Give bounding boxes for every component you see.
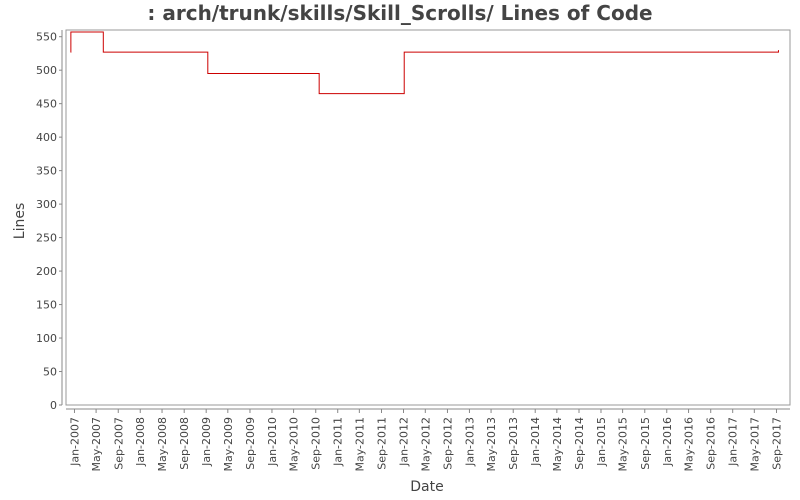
y-tick-label: 550	[36, 31, 57, 44]
y-tick-label: 400	[36, 131, 57, 144]
y-tick-label: 100	[36, 332, 57, 345]
series-line	[70, 31, 779, 95]
y-tick-label: 200	[36, 265, 57, 278]
x-tick-label: Sep-2011	[376, 417, 389, 470]
x-tick-label: Sep-2015	[639, 417, 652, 470]
x-tick-label: Jan-2014	[529, 417, 542, 467]
x-tick-label: May-2007	[90, 417, 103, 472]
x-tick-label: Sep-2007	[112, 417, 125, 470]
x-tick-label: Jan-2012	[397, 417, 410, 467]
x-tick-label: May-2009	[222, 417, 235, 472]
y-axis-label: Lines	[12, 203, 28, 239]
x-tick-label: Sep-2009	[244, 417, 257, 470]
x-tick-label: Jan-2017	[727, 417, 740, 467]
x-tick-label: Sep-2012	[441, 417, 454, 470]
x-tick-label: Jan-2010	[266, 417, 279, 467]
x-tick-label: Sep-2010	[310, 417, 323, 470]
x-tick-label: Jan-2011	[332, 417, 345, 467]
plot-area: 0 50 100 150 200 250 300 350 400 450 500 550 Jan-200…	[36, 29, 791, 472]
x-tick-label: Jan-2009	[200, 417, 213, 467]
y-tick-label: 0	[50, 399, 57, 412]
y-tick-label: 150	[36, 299, 57, 312]
x-tick-label: May-2016	[683, 417, 696, 472]
y-tick-label: 250	[36, 232, 57, 245]
plot-frame	[65, 29, 791, 406]
y-tick-label: 300	[36, 198, 57, 211]
x-tick-label: Sep-2014	[573, 417, 586, 470]
x-tick-label: May-2010	[288, 417, 301, 472]
x-tick-label: Sep-2013	[507, 417, 520, 470]
chart-title: : arch/trunk/skills/Skill_Scrolls/ Lines…	[147, 1, 652, 25]
x-tick-label: Jan-2015	[595, 417, 608, 467]
x-tick-label: May-2013	[485, 417, 498, 472]
x-tick-label: May-2012	[419, 417, 432, 472]
x-tick-label: Jan-2008	[134, 417, 147, 467]
x-axis-label: Date	[410, 479, 443, 495]
y-tick-label: 350	[36, 165, 57, 178]
x-tick-label: Jan-2007	[68, 417, 81, 467]
y-tick-label: 450	[36, 98, 57, 111]
x-tick-label: May-2017	[748, 417, 761, 472]
x-tick-label: May-2015	[617, 417, 630, 472]
x-tick-label: May-2014	[551, 417, 564, 472]
x-tick-label: Sep-2017	[770, 417, 783, 470]
y-tick-label: 500	[36, 64, 57, 77]
x-tick-label: Sep-2008	[178, 417, 191, 470]
x-tick-label: Jan-2013	[463, 417, 476, 467]
x-tick-label: May-2011	[353, 417, 366, 472]
y-tick-label: 50	[43, 366, 57, 379]
x-tick-label: Jan-2016	[661, 417, 674, 467]
x-tick-label: Sep-2016	[705, 417, 718, 470]
x-tick-label: May-2008	[156, 417, 169, 472]
